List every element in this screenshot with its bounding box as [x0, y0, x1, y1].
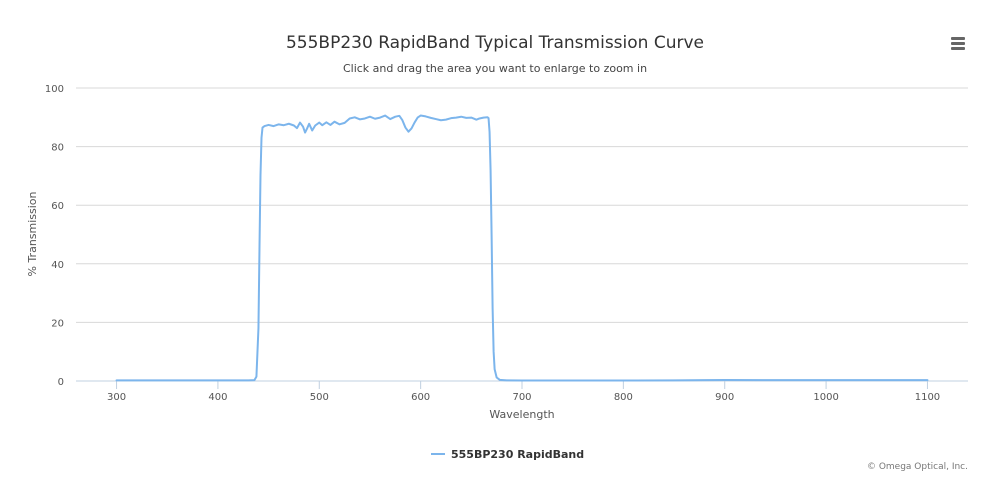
credits-text[interactable]: © Omega Optical, Inc. [867, 462, 968, 472]
axes: 0 20 40 60 80 100 300 400 500 600 700 800 900 1000 110… [45, 84, 968, 403]
series-layer[interactable] [115, 114, 929, 382]
x-tick-label: 300 [107, 392, 126, 403]
x-tick-label: 700 [512, 392, 531, 403]
chart-title: 555BP230 RapidBand Typical Transmission … [286, 33, 704, 53]
series-line[interactable] [115, 114, 929, 382]
y-tick-label: 0 [58, 377, 64, 388]
hamburger-icon-bar [951, 47, 965, 50]
y-tick-label: 100 [45, 84, 64, 95]
x-tick-label: 600 [411, 392, 430, 403]
x-tick-label: 800 [614, 392, 633, 403]
grid-lines [76, 87, 968, 323]
x-tick-label: 400 [208, 392, 227, 403]
y-tick-label: 80 [51, 143, 64, 154]
x-tick-label: 1000 [813, 392, 838, 403]
x-tick-label: 1100 [915, 392, 940, 403]
y-tick-label: 40 [51, 260, 64, 271]
chart-subtitle: Click and drag the area you want to enla… [343, 62, 647, 75]
hamburger-icon [951, 37, 965, 40]
x-axis-title: Wavelength [489, 408, 554, 421]
legend[interactable]: 555BP230 RapidBand [431, 448, 584, 461]
y-tick-label: 20 [51, 318, 64, 329]
y-axis-title: % Transmission [26, 191, 39, 276]
hamburger-icon-bar [951, 42, 965, 45]
chart-menu-button[interactable] [946, 34, 970, 54]
legend-item-label[interactable]: 555BP230 RapidBand [451, 448, 584, 461]
y-tick-label: 60 [51, 201, 64, 212]
x-tick-label: 900 [715, 392, 734, 403]
x-tick-label: 500 [310, 392, 329, 403]
